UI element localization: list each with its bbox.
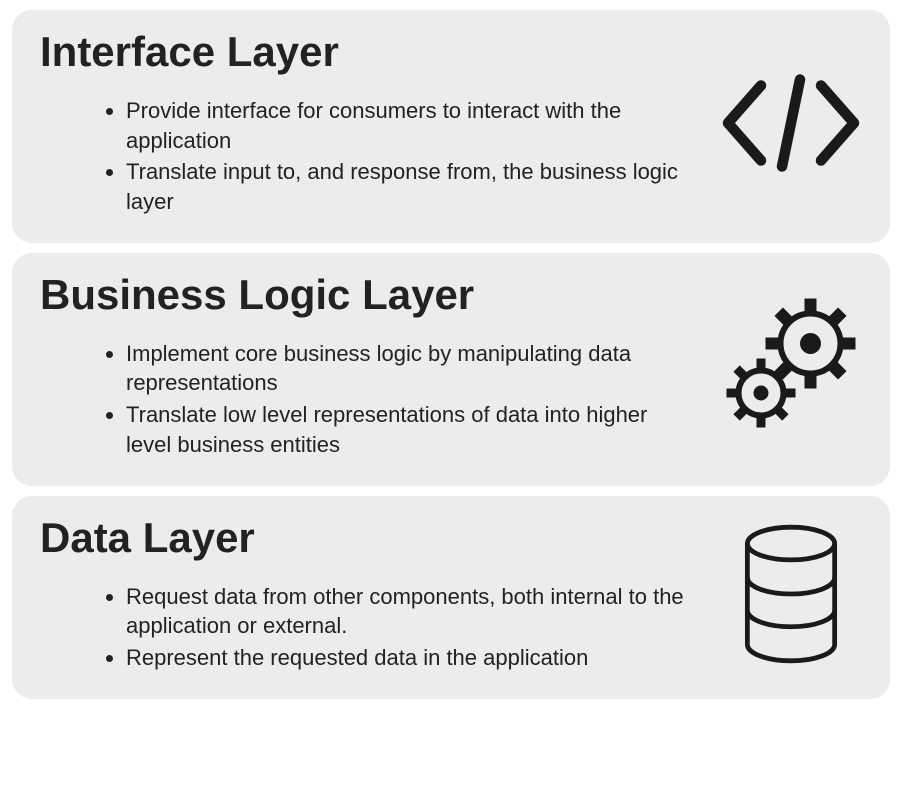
card-bullet: Request data from other components, both…: [126, 582, 686, 641]
card-bullet: Translate low level representations of d…: [126, 400, 686, 459]
card-bullet: Provide interface for consumers to inter…: [126, 96, 686, 155]
card-bullet-list: Request data from other components, both…: [36, 582, 696, 673]
gears-icon: [716, 291, 866, 441]
card-content: Business Logic Layer Implement core busi…: [36, 271, 696, 462]
card-bullet-list: Provide interface for consumers to inter…: [36, 96, 696, 217]
card-title: Data Layer: [36, 514, 696, 562]
layer-card-interface: Interface Layer Provide interface for co…: [12, 10, 890, 243]
layer-card-business-logic: Business Logic Layer Implement core busi…: [12, 253, 890, 486]
code-icon: [716, 48, 866, 198]
card-bullet: Implement core business logic by manipul…: [126, 339, 686, 398]
card-bullet-list: Implement core business logic by manipul…: [36, 339, 696, 460]
card-bullet: Represent the requested data in the appl…: [126, 643, 686, 673]
card-title: Interface Layer: [36, 28, 696, 76]
card-bullet: Translate input to, and response from, t…: [126, 157, 686, 216]
layer-card-data: Data Layer Request data from other compo…: [12, 496, 890, 699]
card-title: Business Logic Layer: [36, 271, 696, 319]
card-content: Data Layer Request data from other compo…: [36, 514, 696, 675]
database-icon: [716, 519, 866, 669]
card-content: Interface Layer Provide interface for co…: [36, 28, 696, 219]
